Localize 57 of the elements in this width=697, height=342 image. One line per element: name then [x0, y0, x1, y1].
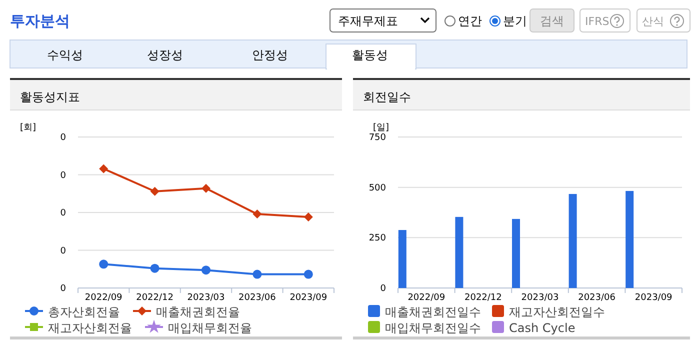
legend-label: 총자산회전율 [48, 305, 120, 319]
point [150, 264, 160, 273]
x-tick-label: 2023/09 [290, 293, 328, 303]
text: 활동성 [352, 48, 388, 62]
x-tick-label: 2023/06 [578, 293, 616, 303]
text: 0 [60, 208, 66, 218]
x-tick-label: 2023/06 [238, 293, 276, 303]
text: 안정성 [252, 48, 288, 62]
bar [455, 216, 464, 288]
point [202, 266, 210, 275]
text: 투자분석 [10, 12, 70, 30]
text: 0 [60, 170, 66, 181]
x-tick-label: 2022/12 [136, 293, 174, 303]
x-tick-label: 2022/09 [84, 293, 123, 303]
legend-label: 매입채무회전율 [168, 321, 252, 335]
legend-label: 매입채무회전일수 [385, 321, 481, 335]
x-tick-label: 2023/03 [187, 293, 225, 303]
text: IFRS [585, 15, 610, 28]
legend-label: Cash Cycle [509, 321, 576, 335]
legend-label: 매출채권회전일수 [385, 305, 481, 319]
point [99, 164, 108, 174]
y-axis-title: [회] [20, 123, 36, 133]
point [99, 260, 108, 269]
bar [398, 230, 406, 288]
chart-title: 활동성지표 [20, 90, 80, 104]
y-tick-label: 500 [368, 183, 386, 194]
y-tick-label: 750 [368, 133, 386, 143]
text: 연간 [458, 14, 482, 28]
text: 0 [60, 133, 66, 143]
point [150, 186, 160, 196]
text: 산식 [642, 15, 664, 28]
text: 성장성 [147, 48, 183, 62]
y-tick-label: 0 [380, 284, 386, 294]
legend-label: 재고자산회전일수 [509, 305, 605, 319]
x-tick-label: 2022/09 [408, 293, 446, 303]
x-tick-label: 2022/12 [464, 293, 502, 303]
legend-label: 매출채권회전율 [156, 305, 240, 319]
text: 0 [60, 284, 66, 294]
point [252, 210, 262, 219]
legend-label: 재고자산회전율 [48, 321, 132, 335]
x-tick-label: 2023/03 [521, 293, 559, 303]
y-axis-title: [일] [373, 123, 390, 133]
y-tick-label: 250 [368, 234, 386, 244]
text: 0 [60, 246, 66, 256]
bar [512, 218, 520, 288]
chart-title: 회전일수 [363, 90, 411, 104]
point [304, 212, 313, 222]
text: 검색 [540, 14, 564, 28]
point [304, 270, 313, 279]
bar [626, 190, 634, 288]
point [202, 184, 210, 193]
point [252, 270, 262, 279]
text: 분기 [503, 14, 527, 28]
text: 주재무제표 [338, 14, 398, 28]
bar [568, 194, 577, 288]
text: 수익성 [47, 48, 83, 62]
x-tick-label: 2023/09 [634, 293, 673, 303]
